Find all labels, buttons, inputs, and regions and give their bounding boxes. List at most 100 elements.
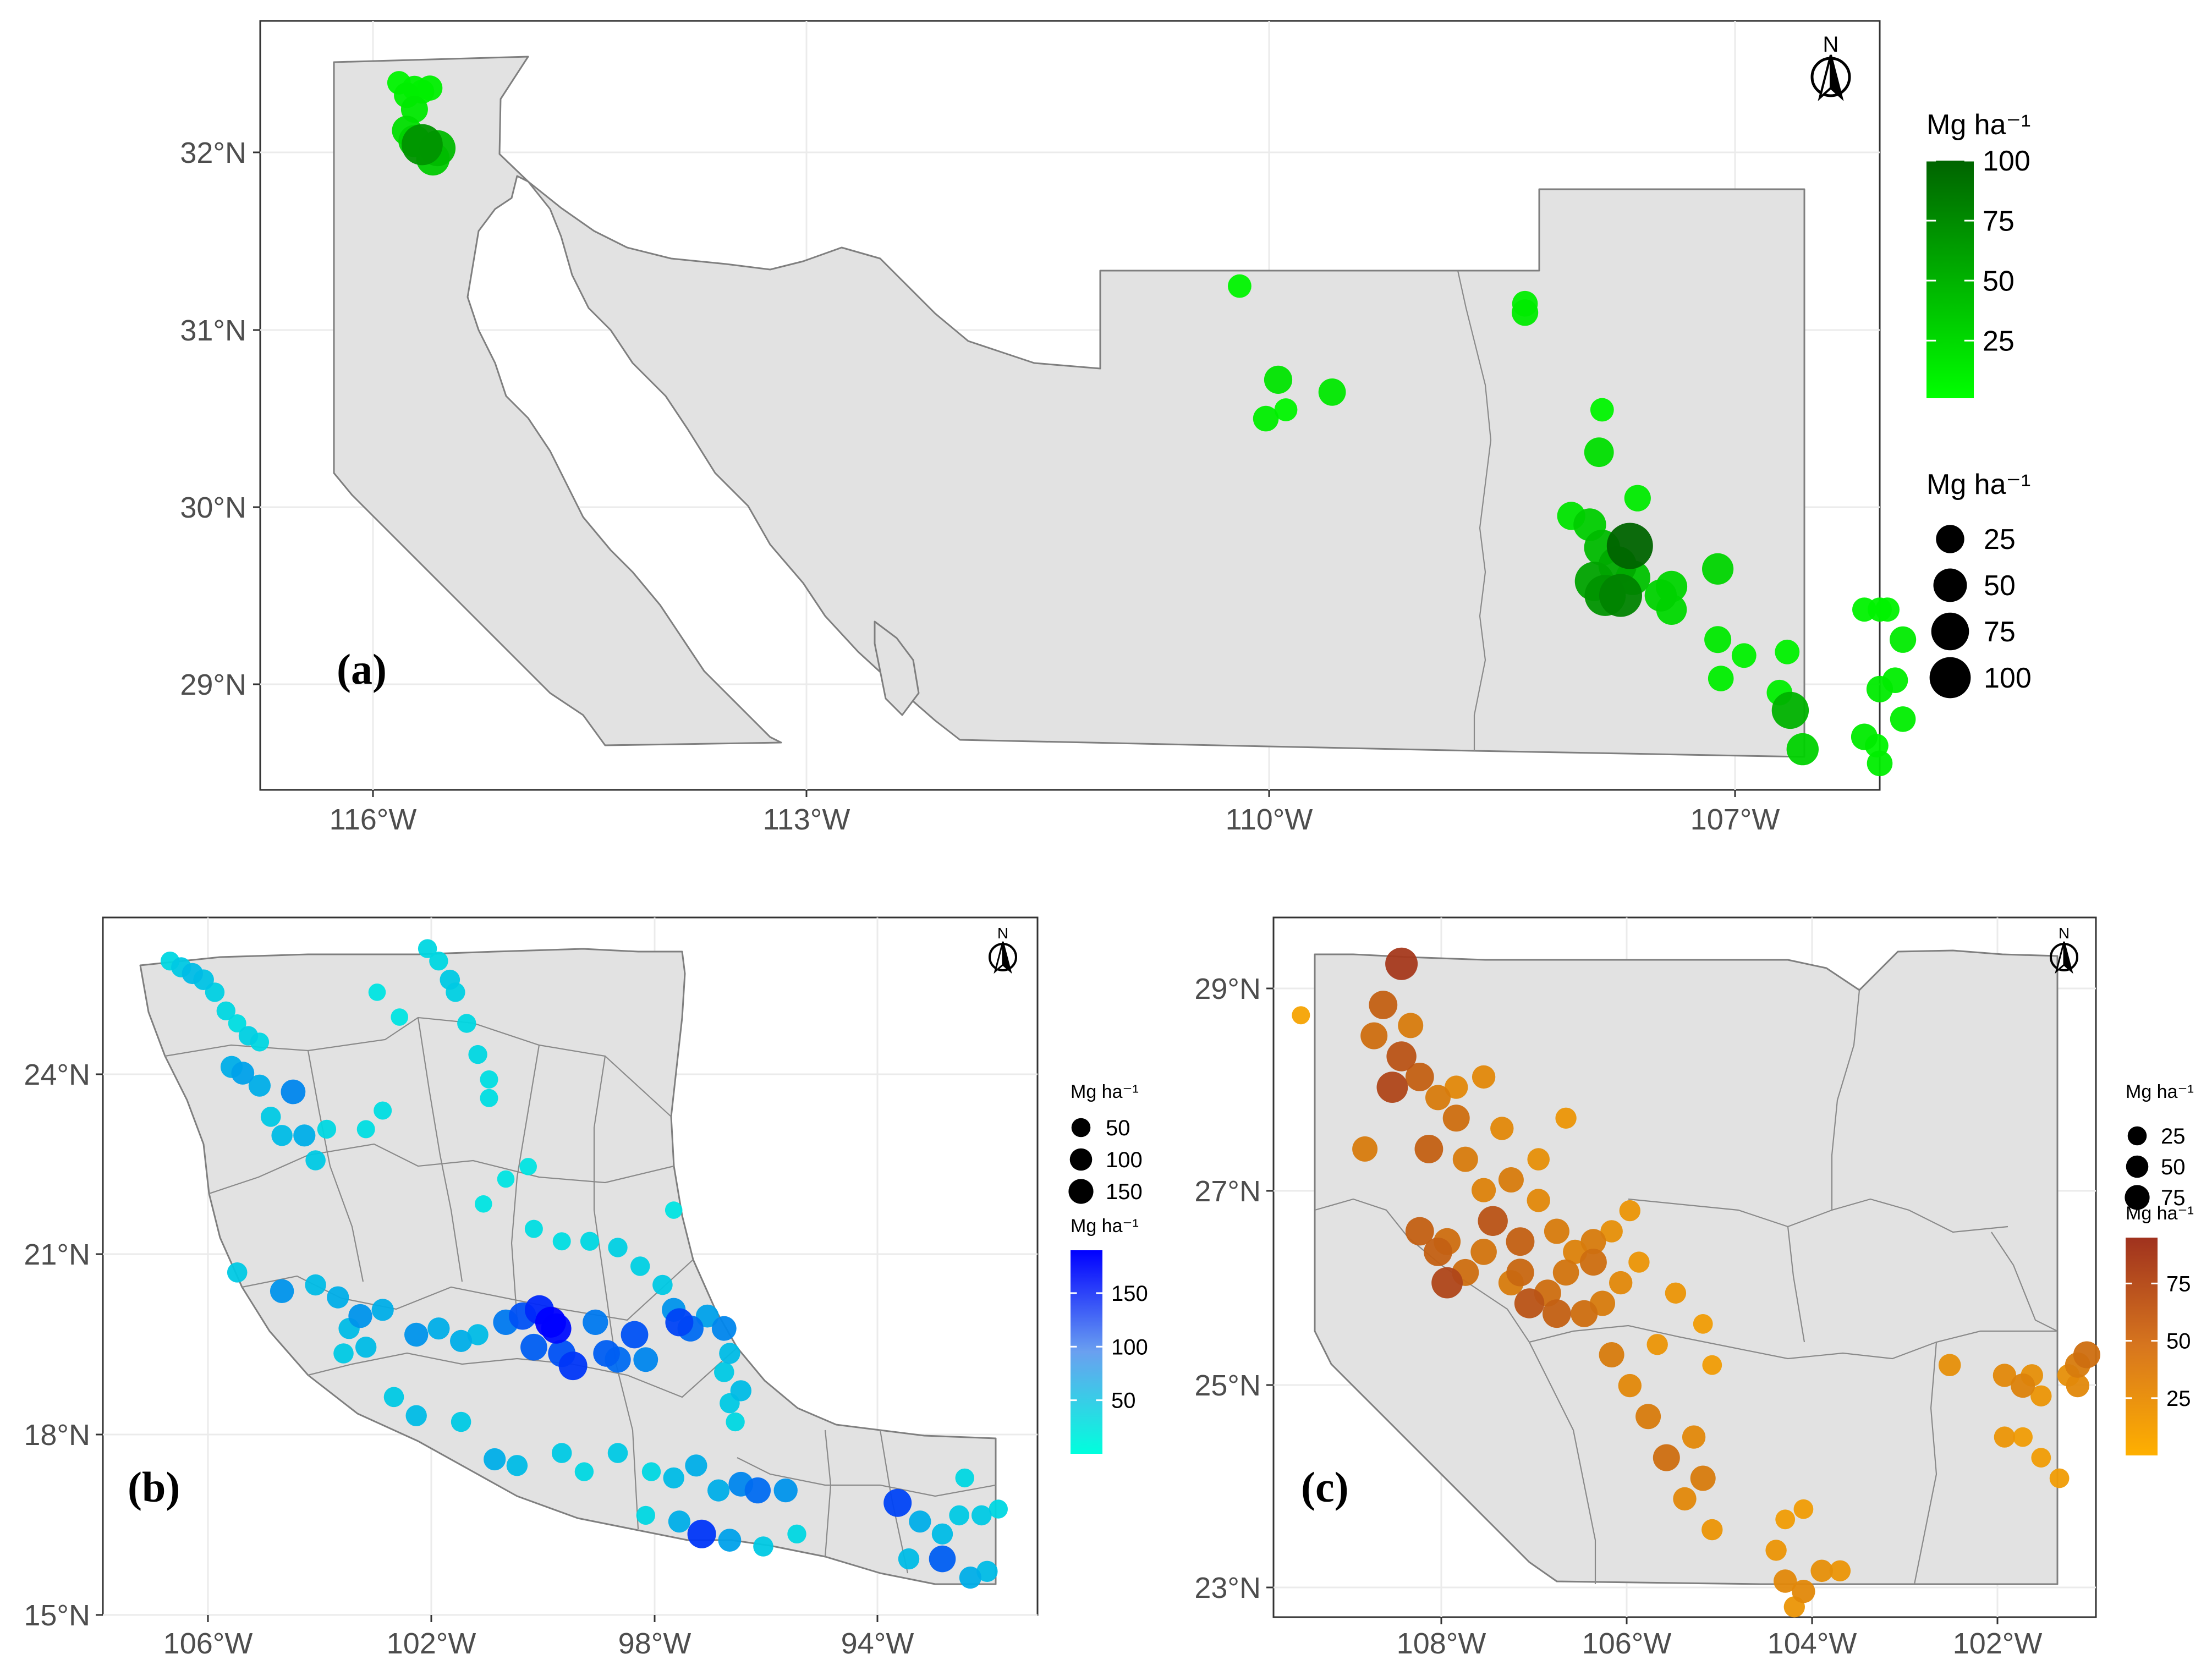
- size-legend-label: 50: [1106, 1116, 1130, 1140]
- size-legend-circle: [1931, 612, 1969, 651]
- size-legend-label: 25: [1984, 524, 2016, 556]
- panel-c-points: [1292, 947, 2100, 1618]
- data-point: [374, 1101, 392, 1120]
- data-point: [1793, 1499, 1814, 1519]
- data-point: [391, 1008, 408, 1026]
- data-point: [228, 1014, 246, 1032]
- colorbar-tick-label: 100: [1111, 1335, 1148, 1359]
- data-point: [1414, 1135, 1443, 1163]
- size-legend-label: 100: [1106, 1148, 1143, 1172]
- data-point: [248, 1074, 271, 1097]
- data-point: [773, 1478, 798, 1503]
- data-point: [753, 1536, 773, 1557]
- data-point: [2066, 1373, 2089, 1398]
- data-point: [1792, 1580, 1815, 1603]
- size-legend-circle: [1933, 568, 1967, 602]
- panel-b-label: (b): [128, 1463, 180, 1511]
- colorbar-tick-label: 25: [2166, 1387, 2191, 1411]
- data-point: [787, 1524, 806, 1543]
- data-point: [949, 1505, 969, 1526]
- data-point: [1829, 1560, 1851, 1581]
- data-point: [2049, 1468, 2070, 1488]
- panel-a-xtick-label: 110°W: [1226, 803, 1313, 836]
- data-point: [317, 1119, 337, 1139]
- data-point: [1635, 1404, 1661, 1430]
- panel-a-size-legend: Mg ha⁻¹ 25 50 75 100: [1926, 469, 2032, 699]
- data-point: [231, 1062, 255, 1085]
- data-point: [2073, 1341, 2100, 1369]
- data-point: [1544, 1218, 1569, 1244]
- panel-c-size-legend: Mg ha⁻¹ 25 50 75: [2125, 1081, 2194, 1210]
- data-point: [238, 1026, 259, 1046]
- data-point: [1599, 574, 1642, 617]
- data-point: [1665, 1282, 1687, 1304]
- data-point: [270, 1279, 294, 1303]
- data-point: [1425, 1085, 1451, 1111]
- panel-a-points: [387, 71, 1917, 777]
- colorbar-tick-label: 75: [2166, 1272, 2191, 1296]
- data-point: [976, 1560, 998, 1582]
- panel-b-size-legend: Mg ha⁻¹ 50 100 150: [1068, 1081, 1143, 1204]
- data-point: [227, 1262, 248, 1283]
- data-point: [1702, 1355, 1722, 1375]
- data-point: [641, 1462, 661, 1481]
- panel-b-ytick-label: 18°N: [24, 1419, 90, 1452]
- data-point: [1682, 1425, 1706, 1449]
- data-point: [593, 1340, 620, 1367]
- colorbar-tick-label: 50: [1983, 265, 2015, 297]
- north-arrow-label: N: [2059, 925, 2070, 942]
- panel-a-size-legend-title: Mg ha⁻¹: [1926, 469, 2030, 501]
- north-arrow-icon: N: [1810, 32, 1851, 101]
- data-point: [535, 1306, 566, 1338]
- north-arrow-label: N: [997, 925, 1008, 942]
- panel-a-color-legend: Mg ha⁻¹ 25 50 75 100: [1926, 109, 2030, 398]
- data-point: [1618, 1373, 1642, 1398]
- data-point: [216, 1001, 235, 1021]
- data-point: [898, 1548, 920, 1570]
- data-point: [480, 1070, 498, 1089]
- data-point: [1624, 485, 1651, 512]
- panel-c-color-legend-title: Mg ha⁻¹: [2126, 1203, 2194, 1224]
- panel-a-ytick-label: 29°N: [180, 668, 246, 701]
- size-legend-label: 50: [2161, 1155, 2186, 1179]
- data-point: [1731, 643, 1757, 668]
- panel-b-color-legend-title: Mg ha⁻¹: [1071, 1216, 1139, 1237]
- panel-c-size-legend-title: Mg ha⁻¹: [2126, 1081, 2194, 1102]
- data-point: [1599, 1342, 1624, 1367]
- data-point: [959, 1567, 981, 1589]
- panel-c: 23°N 25°N 27°N 29°N 108°W 106°W 104°W 10…: [1194, 916, 2194, 1660]
- data-point: [687, 1519, 716, 1548]
- data-point: [630, 1256, 650, 1276]
- size-legend-circle: [2126, 1155, 2149, 1178]
- panel-b-points: [160, 939, 1008, 1589]
- data-point: [608, 1238, 628, 1257]
- panel-a-ytick-label: 30°N: [180, 491, 246, 524]
- data-point: [552, 1232, 571, 1251]
- data-point: [429, 952, 448, 971]
- data-point: [457, 1014, 476, 1033]
- data-point: [2031, 1448, 2051, 1468]
- data-point: [621, 1321, 649, 1349]
- data-point: [1274, 398, 1298, 421]
- data-point: [1376, 1071, 1408, 1103]
- panel-b-size-legend-title: Mg ha⁻¹: [1071, 1081, 1139, 1102]
- data-point: [506, 1455, 528, 1476]
- data-point: [1590, 398, 1614, 422]
- data-point: [450, 1329, 473, 1352]
- data-point: [1628, 1251, 1650, 1273]
- data-point: [1938, 1354, 1961, 1376]
- data-point: [1398, 1013, 1424, 1038]
- data-point: [1775, 639, 1800, 664]
- data-point: [1994, 1426, 2016, 1448]
- colorbar-tick-label: 100: [1983, 145, 2030, 177]
- data-point: [719, 1343, 740, 1364]
- size-legend-label: 50: [1984, 570, 2016, 602]
- data-point: [484, 1448, 506, 1471]
- size-legend-circle: [2125, 1185, 2150, 1210]
- panel-c-ytick-label: 29°N: [1194, 972, 1261, 1005]
- data-point: [524, 1219, 543, 1238]
- data-point: [1771, 691, 1809, 729]
- panel-c-ytick-label: 25°N: [1194, 1369, 1261, 1402]
- data-point: [355, 1337, 377, 1358]
- panel-b-ytick-label: 15°N: [24, 1599, 90, 1632]
